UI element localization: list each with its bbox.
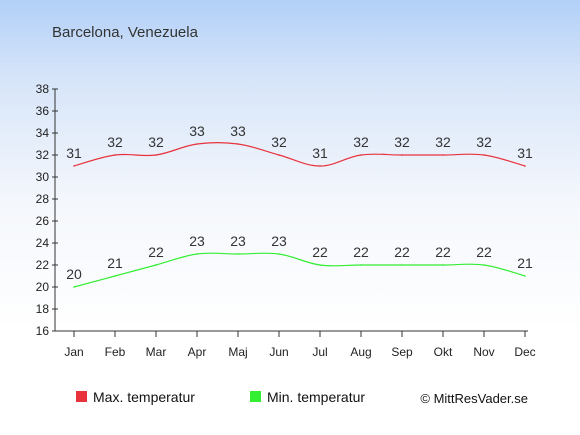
- y-tick-label: 32: [36, 148, 50, 162]
- max-temperature-point: [114, 154, 116, 156]
- max-temperature-legend-swatch: [76, 391, 87, 402]
- max-temperature-data-label: 31: [312, 145, 328, 161]
- x-tick-label: Jun: [269, 345, 288, 359]
- min-temperature-point: [155, 264, 157, 266]
- max-temperature-data-label: 33: [230, 123, 246, 139]
- min-temperature-data-label: 23: [230, 233, 246, 249]
- y-tick-label: 18: [36, 302, 50, 316]
- max-temperature-point: [237, 143, 239, 145]
- max-temperature-point: [278, 154, 280, 156]
- max-temperature-point: [319, 165, 321, 167]
- min-temperature-line: [73, 252, 526, 288]
- x-tick-label: Feb: [105, 345, 126, 359]
- max-temperature-point: [196, 143, 198, 145]
- x-tick-label: Nov: [473, 345, 494, 359]
- x-tick-label: Aug: [350, 345, 371, 359]
- y-tick-label: 30: [36, 170, 50, 184]
- max-temperature-point: [483, 154, 485, 156]
- min-temperature-data-label: 21: [517, 255, 533, 271]
- max-temperature-line: [73, 141, 526, 167]
- copyright-text: © MittResVader.se: [420, 391, 528, 406]
- min-temperature-data-label: 21: [107, 255, 123, 271]
- max-temperature-data-label: 31: [66, 145, 82, 161]
- max-temperature-data-label: 31: [517, 145, 533, 161]
- x-tick-label: Apr: [188, 345, 207, 359]
- legend: Max. temperatur Min. temperatur: [76, 389, 365, 405]
- max-temperature-data-label: 32: [476, 134, 492, 150]
- min-temperature-point: [237, 253, 239, 255]
- max-temperature-point: [524, 165, 526, 167]
- x-tick-label: Maj: [228, 345, 247, 359]
- min-temperature-point: [114, 275, 116, 277]
- min-temperature-point: [278, 253, 280, 255]
- x-tick-label: Jan: [64, 345, 83, 359]
- min-temperature-data-label: 22: [312, 244, 328, 260]
- min-temperature-data-label: 22: [394, 244, 410, 260]
- max-temperature-point: [442, 154, 444, 156]
- y-tick-label: 22: [36, 258, 50, 272]
- max-temperature-data-label: 32: [107, 134, 123, 150]
- x-tick-label: Mar: [146, 345, 167, 359]
- min-temperature-point: [196, 253, 198, 255]
- min-temperature-legend-label: Min. temperatur: [267, 389, 365, 405]
- min-temperature-point: [319, 264, 321, 266]
- max-temperature-data-label: 33: [189, 123, 205, 139]
- max-temperature-data-label: 32: [271, 134, 287, 150]
- y-tick-label: 16: [36, 324, 50, 338]
- y-tick-label: 34: [36, 126, 50, 140]
- min-temperature-point: [401, 264, 403, 266]
- min-temperature-data-label: 23: [271, 233, 287, 249]
- max-temperature-point: [360, 154, 362, 156]
- min-temperature-point: [73, 286, 75, 288]
- min-temperature-point: [483, 264, 485, 266]
- max-temperature-point: [401, 154, 403, 156]
- x-tick-label: Dec: [514, 345, 535, 359]
- min-temperature-data-label: 22: [435, 244, 451, 260]
- y-tick-label: 28: [36, 192, 50, 206]
- y-tick-label: 26: [36, 214, 50, 228]
- x-tick-label: Sep: [391, 345, 413, 359]
- max-temperature-data-label: 32: [394, 134, 410, 150]
- max-temperature-point: [155, 154, 157, 156]
- x-tick-label: Okt: [434, 345, 453, 359]
- max-temperature-data-label: 32: [435, 134, 451, 150]
- max-temperature-legend-label: Max. temperatur: [93, 389, 195, 405]
- min-temperature-legend-swatch: [250, 391, 261, 402]
- chart-title: Barcelona, Venezuela: [52, 24, 199, 41]
- y-tick-label: 38: [36, 82, 50, 96]
- min-temperature-data-label: 20: [66, 266, 82, 282]
- min-temperature-data-label: 23: [189, 233, 205, 249]
- x-tick-label: Jul: [312, 345, 327, 359]
- max-temperature-data-label: 32: [148, 134, 164, 150]
- axes: 16 18 20 22 24 26 28 30 32 34 36 38 Jan Feb Mar Apr Maj J…: [36, 82, 536, 359]
- min-temperature-point: [442, 264, 444, 266]
- y-tick-label: 20: [36, 280, 50, 294]
- max-temperature-data-label: 32: [353, 134, 369, 150]
- min-temperature-data-label: 22: [476, 244, 492, 260]
- max-temperature-point: [73, 165, 75, 167]
- min-temperature-point: [360, 264, 362, 266]
- min-temperature-point: [524, 275, 526, 277]
- series-layer: [73, 141, 526, 288]
- y-tick-label: 36: [36, 104, 50, 118]
- min-temperature-data-label: 22: [148, 244, 164, 260]
- y-tick-label: 24: [36, 236, 50, 250]
- data-labels: 31 32 32 33 33 32 31 32 32 32 32 31 20 21 22 23 23 23 22 22…: [66, 123, 533, 282]
- min-temperature-data-label: 22: [353, 244, 369, 260]
